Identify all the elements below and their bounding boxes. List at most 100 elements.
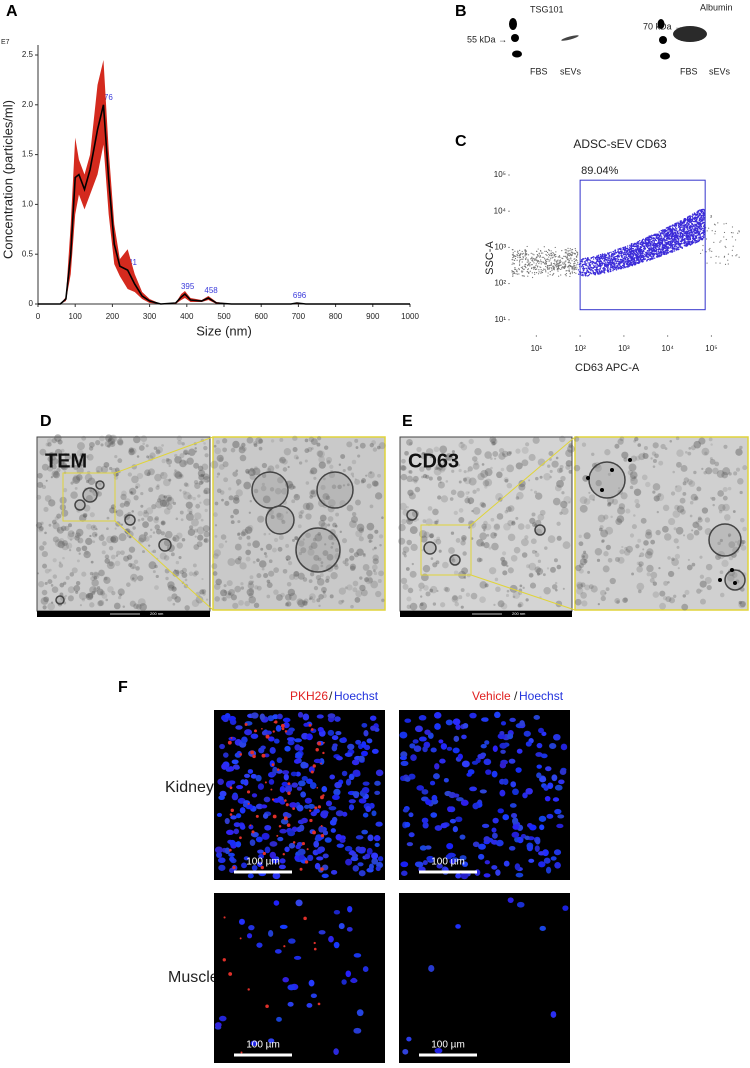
event xyxy=(620,251,623,254)
speckle xyxy=(355,446,359,449)
speckle xyxy=(687,558,690,562)
event xyxy=(702,219,704,221)
speckle xyxy=(349,563,357,570)
speckle xyxy=(549,469,553,474)
speckle xyxy=(160,471,168,480)
speckle xyxy=(247,582,255,589)
speckle xyxy=(529,517,536,525)
x-tick-label: 900 xyxy=(366,312,380,321)
speckle xyxy=(468,438,474,445)
event xyxy=(594,268,596,271)
speckle xyxy=(81,571,87,577)
speckle xyxy=(203,487,211,495)
speckle xyxy=(44,495,52,502)
nucleus xyxy=(461,734,467,740)
nucleus xyxy=(462,722,469,729)
speckle xyxy=(292,447,298,453)
event xyxy=(536,260,539,262)
nucleus xyxy=(428,964,435,972)
nucleus xyxy=(402,808,409,813)
event xyxy=(566,255,569,257)
x-tick-label: 500 xyxy=(217,312,231,321)
event xyxy=(559,261,561,263)
speckle xyxy=(52,536,59,543)
event xyxy=(660,253,663,256)
event xyxy=(537,248,539,250)
speckle xyxy=(484,451,492,459)
nucleus xyxy=(469,786,478,792)
event xyxy=(670,240,673,242)
speckle xyxy=(166,496,175,505)
speckle xyxy=(168,464,171,468)
event xyxy=(557,264,559,267)
pkh26-signal xyxy=(281,727,285,731)
event xyxy=(652,239,654,242)
speckle xyxy=(104,554,110,560)
nucleus xyxy=(434,825,443,831)
speckle xyxy=(615,518,623,526)
speckle xyxy=(284,593,292,601)
event xyxy=(518,264,521,266)
speckle xyxy=(398,537,406,545)
speckle xyxy=(355,530,363,538)
speckle xyxy=(578,541,584,547)
speckle xyxy=(54,516,59,521)
speckle xyxy=(525,598,529,602)
speckle xyxy=(87,592,94,599)
speckle xyxy=(281,520,286,524)
speckle xyxy=(212,571,218,576)
speckle xyxy=(636,582,645,591)
nucleus xyxy=(545,766,552,772)
speckle xyxy=(614,597,621,604)
event xyxy=(557,268,559,270)
speckle xyxy=(302,600,308,606)
speckle xyxy=(354,597,361,603)
speckle xyxy=(47,465,54,472)
event xyxy=(623,264,625,266)
nucleus xyxy=(363,730,369,737)
speckle xyxy=(453,570,459,576)
speckle xyxy=(198,474,205,481)
pkh26-signal xyxy=(229,786,233,790)
speckle xyxy=(282,459,288,465)
lane-label: sEVs xyxy=(709,66,731,76)
event xyxy=(521,271,523,273)
tem-panel: 200 nm CD63 xyxy=(398,435,749,617)
speckle xyxy=(600,595,606,602)
y-tick-label: 0.5 xyxy=(22,249,34,258)
speckle xyxy=(251,580,255,583)
speckle xyxy=(605,587,610,592)
event xyxy=(521,250,523,253)
nucleus xyxy=(247,769,254,774)
speckle xyxy=(319,573,324,577)
blot: TSG101 55 kDa → FBS sEVs Albumin 70 kDa … xyxy=(467,2,733,76)
speckle xyxy=(366,522,375,531)
event xyxy=(667,246,669,249)
event xyxy=(630,259,632,261)
event-cloud xyxy=(511,208,740,279)
speckle xyxy=(658,566,661,570)
speckle xyxy=(399,464,406,471)
speckle xyxy=(645,531,653,539)
speckle xyxy=(325,578,330,583)
nucleus xyxy=(296,804,304,812)
lane-label: FBS xyxy=(530,66,548,76)
speckle xyxy=(120,550,125,556)
speckle xyxy=(47,456,54,463)
event xyxy=(687,230,690,232)
speckle xyxy=(408,470,413,474)
speckle xyxy=(697,517,703,523)
event xyxy=(555,253,557,256)
speckle xyxy=(479,581,487,589)
event xyxy=(696,240,698,243)
event xyxy=(549,259,551,261)
event xyxy=(564,261,566,263)
vesicle xyxy=(55,595,65,605)
speckle xyxy=(266,582,273,588)
event xyxy=(626,263,629,266)
speckle xyxy=(584,584,591,591)
nucleus xyxy=(269,747,276,754)
speckle xyxy=(275,464,280,469)
nucleus xyxy=(453,735,460,742)
speckle xyxy=(174,596,181,603)
